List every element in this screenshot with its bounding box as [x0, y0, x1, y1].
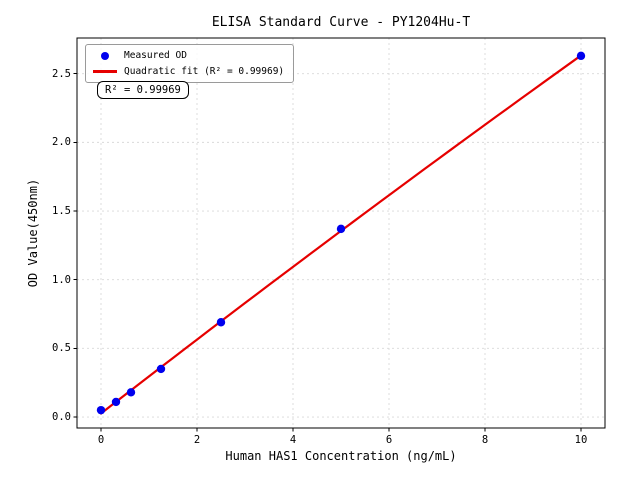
legend-entry-quadratic-fit: Quadratic fit (R² = 0.99969) [92, 65, 284, 78]
x-tick-label: 4 [289, 434, 297, 446]
x-tick-label: 0 [97, 434, 105, 446]
data-point [576, 51, 586, 61]
data-point [156, 364, 166, 374]
legend-marker-cell [92, 51, 118, 60]
x-tick-label: 8 [481, 434, 489, 446]
legend-label-quadratic-fit: Quadratic fit (R² = 0.99969) [124, 66, 285, 77]
scatter-dot-icon [101, 51, 109, 60]
y-tick-label: 0.0 [52, 411, 71, 423]
r-squared-annotation: R² = 0.99969 [97, 81, 189, 99]
x-tick-label: 10 [574, 434, 588, 446]
data-point [216, 318, 226, 327]
data-point [126, 388, 136, 397]
legend-label-measured-od: Measured OD [124, 50, 187, 61]
data-point [111, 397, 121, 407]
legend: Measured OD Quadratic fit (R² = 0.99969) [85, 44, 295, 83]
x-tick-label: 6 [385, 434, 393, 446]
quadratic-fit-line [99, 54, 583, 415]
y-tick-label: 1.0 [52, 273, 71, 286]
data-point [96, 405, 106, 415]
legend-entry-measured-od: Measured OD [92, 49, 284, 62]
legend-marker-cell [92, 70, 118, 73]
y-tick-label: 1.5 [52, 205, 71, 218]
x-axis-label: Human HAS1 Concentration (ng/mL) [225, 449, 457, 463]
y-tick-label: 2.0 [52, 136, 71, 149]
fit-line-icon [93, 70, 117, 73]
data-point [336, 224, 346, 234]
y-tick-label: 0.5 [52, 342, 71, 355]
y-axis-label: OD Value(450nm) [26, 178, 40, 288]
chart-title: ELISA Standard Curve - PY1204Hu-T [211, 15, 471, 30]
y-tick-label: 2.5 [52, 67, 71, 80]
x-tick-label: 2 [193, 434, 201, 446]
